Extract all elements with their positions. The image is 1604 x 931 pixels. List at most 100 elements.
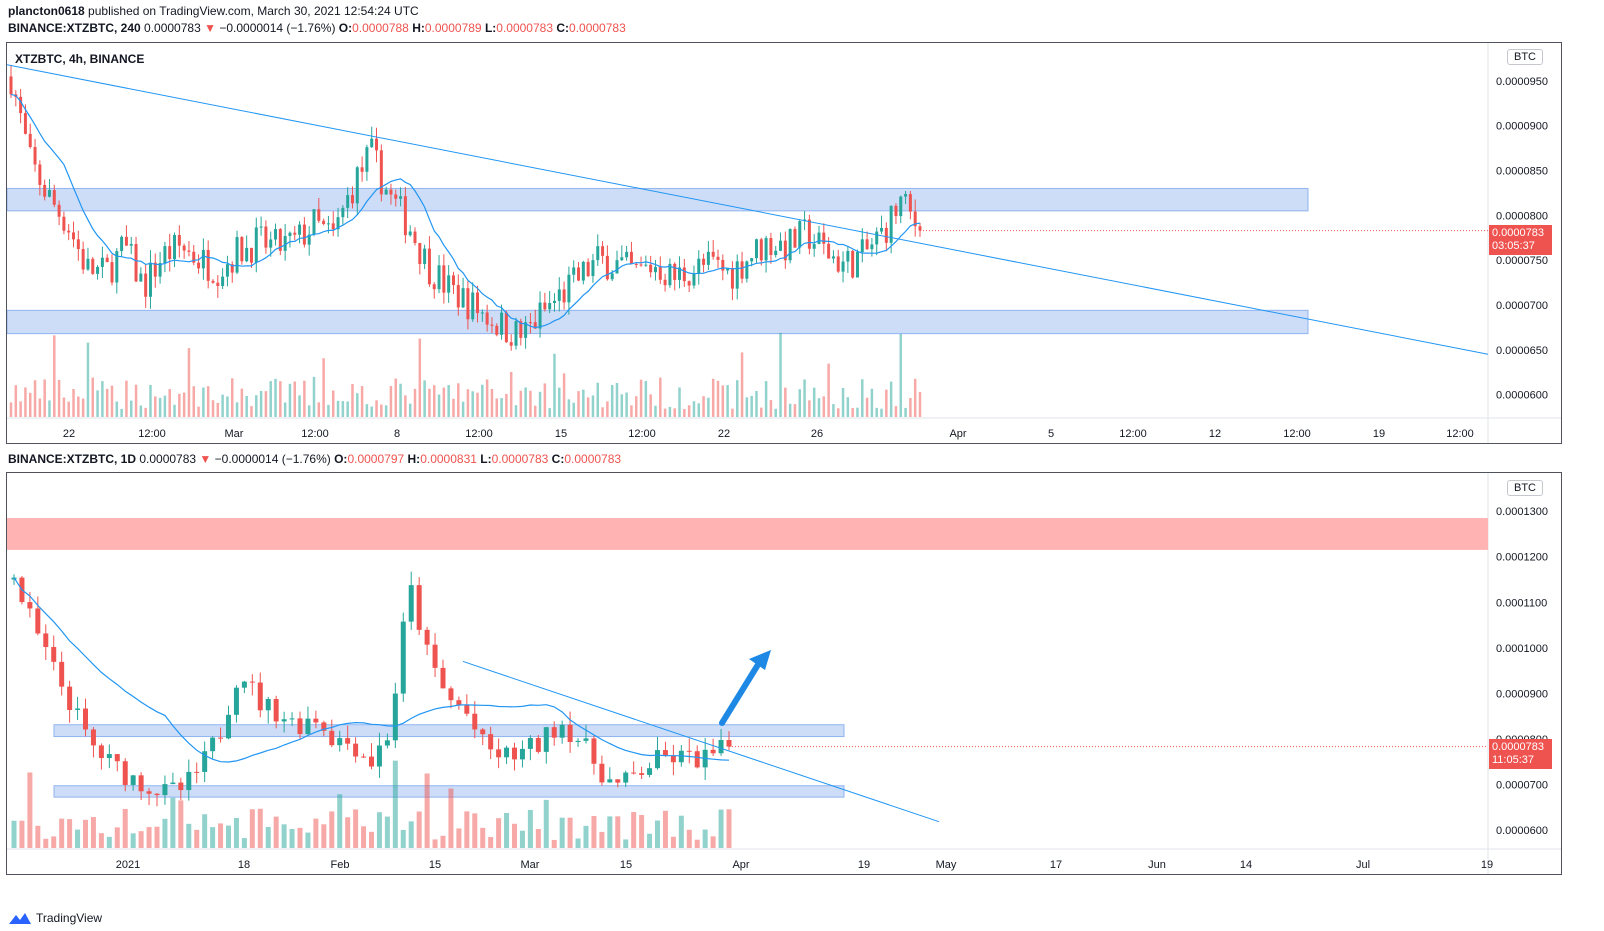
volume-bar [659,377,662,417]
volume-bar [154,826,160,848]
volume-bar [524,387,527,417]
volume-bar [784,387,787,417]
candle-body [490,324,494,326]
candle-body [400,621,406,694]
candle-body [605,255,609,280]
candle-body [610,273,614,280]
volume-bar [764,381,768,417]
volume-bar [178,393,181,417]
candle-body [346,195,350,208]
candle-body [639,773,645,775]
candle-body [639,264,643,266]
volume-bar [351,384,354,417]
volume-bar [110,385,114,417]
candle-body [350,195,354,204]
candle-body [581,261,585,281]
volume-bar [673,408,676,417]
candle-body [440,667,446,689]
volume-bar [457,383,460,417]
bottom-currency-button[interactable]: BTC [1507,480,1543,496]
candle-body [706,251,710,265]
candle-body [62,216,66,231]
volume-bar [710,836,716,848]
candle-body [110,262,114,283]
volume-bar [375,400,378,417]
footer-brand[interactable]: TradingView [8,911,102,925]
volume-bar [265,827,271,848]
volume-bar [575,838,581,848]
top-chart-panel[interactable]: 0.0000950 0.0000900 0.0000850 0.0000800 0.00… [6,42,1562,444]
candle-body [47,190,51,197]
volume-bar [120,408,123,417]
candle-body [129,243,133,246]
volume-bar [686,829,692,848]
volume-bar [750,395,753,417]
candle-body [514,321,518,346]
x-tick-label: 15 [555,428,567,440]
candle-body [759,239,763,261]
volume-bar [28,392,32,417]
volume-bar [226,396,229,417]
candle-body [43,633,49,648]
candle-body [745,261,749,279]
candle-body [254,227,258,263]
candle-body [163,246,167,264]
x-tick-label: Jun [1148,859,1166,871]
volume-bar [599,831,605,848]
candle-body [211,280,215,283]
top-chart-svg[interactable]: 0.0000950 0.0000900 0.0000850 0.0000800 0.00… [7,43,1562,444]
candle-body [870,244,874,250]
x-tick-label: 14 [1240,859,1252,871]
candle-body [889,205,893,243]
volume-bar [221,394,224,417]
volume-bar [634,396,638,417]
low-value: 0.0000783 [496,21,554,35]
brand-name: TradingView [36,911,103,925]
volume-bar [408,403,412,417]
candle-body [596,246,600,261]
bottom-price-tag-value: 0.0000783 [1492,741,1544,753]
volume-bar [692,401,696,417]
candle-body [427,248,431,285]
top-currency-button[interactable]: BTC [1507,49,1543,65]
volume-bar [384,405,388,417]
volume-bar [384,816,390,848]
volume-bar [312,376,316,417]
candle-body [57,204,61,217]
candle-body [273,698,279,722]
candle-body [855,252,859,278]
close-label: C: [556,21,570,35]
bottom-countdown: 11:05:37 [1492,754,1535,766]
y-tick-label: 0.0000600 [1496,390,1548,402]
volume-bar [298,395,301,417]
candle-body [226,714,231,739]
volume-bar [27,772,33,848]
candle-body [884,227,888,243]
volume-bar [317,402,321,417]
volume-bar [678,815,684,848]
candle-body [413,231,417,243]
x-tick-label: 12:00 [1446,428,1474,440]
volume-bar [360,386,364,417]
bottom-chart-svg[interactable]: 0.0001300 0.0001200 0.0001100 0.0001000 0.00… [7,473,1562,875]
volume-bar [245,395,248,417]
volume-bar [527,809,533,848]
volume-bar [471,391,474,417]
volume-bar [918,392,922,417]
candle-body [186,771,192,791]
volume-bar [293,381,297,417]
volume-bar [264,391,268,417]
bottom-chart-panel[interactable]: 0.0001300 0.0001200 0.0001100 0.0001000 0.00… [6,472,1562,875]
volume-bar [187,348,191,417]
volume-bar [240,388,244,417]
candle-body [875,231,879,245]
author-name[interactable]: plancton0618 [8,4,85,18]
candle-body [240,237,244,262]
candle-body [67,686,73,710]
volume-bar [96,390,99,417]
volume-bar [283,402,287,417]
candle-body [33,146,37,165]
x-tick-label: 15 [429,859,441,871]
candle-body [831,256,835,259]
volume-bar [548,408,551,417]
